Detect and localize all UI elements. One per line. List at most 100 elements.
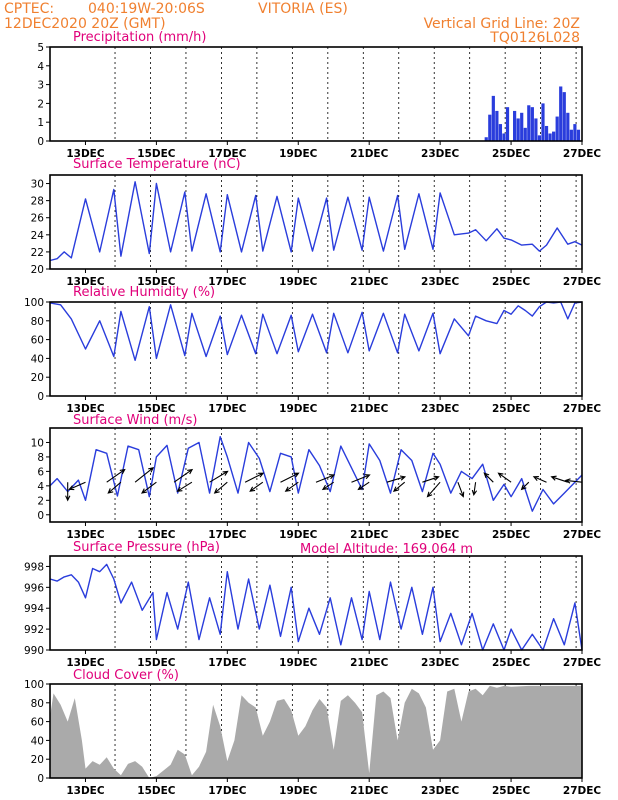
pressure-xtick-label: 21DEC (350, 657, 389, 669)
precipitation-bar (576, 129, 581, 141)
temperature-ytick-label: 28 (31, 196, 44, 208)
wind-vector-arrow (550, 475, 568, 483)
cloud-cover-ytick-label: 40 (31, 735, 44, 747)
precipitation-bar (541, 103, 545, 141)
model-altitude-label: Model Altitude: 169.064 m (300, 542, 473, 557)
humidity-ytick-label: 40 (31, 353, 44, 365)
wind-vector-arrow (497, 472, 512, 483)
wind-ytick-label: 6 (37, 466, 44, 478)
header-location-coords: 040:19W-20:06S (88, 1, 205, 17)
wind-xtick-label: 17DEC (208, 529, 247, 541)
header-location-name: VITORIA (ES) (258, 1, 348, 17)
temperature-ytick-label: 30 (31, 179, 44, 191)
pressure-ytick-label: 996 (24, 582, 44, 594)
precipitation-bar (530, 107, 534, 141)
wind-vector-arrow (107, 481, 122, 494)
temperature-line (49, 181, 583, 262)
wind-vector-arrow (209, 470, 229, 483)
pressure-xtick-label: 17DEC (208, 657, 247, 669)
temperature-xtick-label: 15DEC (137, 276, 176, 288)
cloud-cover-xtick-label: 21DEC (350, 785, 389, 797)
wind-vector-arrow (244, 472, 265, 483)
precipitation-bar (513, 110, 517, 141)
cloud-cover-area (50, 685, 582, 778)
wind-xtick-label: 21DEC (350, 529, 389, 541)
humidity-xtick-label: 21DEC (350, 403, 389, 415)
humidity-panel: Relative Humidity (%) 0 20 40 60 80 100 13DEC 15… (24, 285, 601, 415)
precipitation-ytick-label: 0 (37, 136, 44, 148)
pressure-title: Surface Pressure (hPa) (73, 540, 220, 555)
pressure-xtick-label: 19DEC (279, 657, 318, 669)
temperature-xtick-label: 17DEC (208, 276, 247, 288)
pressure-xtick-label: 27DEC (563, 657, 602, 669)
cloud-cover-title: Cloud Cover (%) (73, 668, 179, 683)
precipitation-bar (523, 127, 527, 141)
precipitation-ytick-label: 1 (37, 117, 44, 129)
header-init-time: 12DEC2020 20Z (GMT) (4, 16, 166, 32)
wind-title: Surface Wind (m/s) (73, 413, 197, 428)
wind-vector-arrow (386, 475, 407, 483)
wind-vector-arrow (106, 468, 126, 483)
cloud-cover-ytick-label: 60 (31, 717, 44, 729)
precipitation-bar (498, 124, 503, 141)
wind-vector-arrow (422, 475, 440, 483)
temperature-xtick-label: 27DEC (563, 276, 602, 288)
wind-xtick-label: 13DEC (66, 529, 105, 541)
wind-vector-arrow (357, 481, 370, 491)
humidity-line (49, 301, 583, 361)
wind-vector-arrow (471, 482, 478, 497)
wind-vector-arrow (173, 468, 194, 483)
precipitation-bar (527, 105, 531, 141)
wind-vector-arrow (321, 481, 335, 491)
precipitation-bar (555, 116, 559, 141)
precipitation-bar (488, 114, 492, 141)
wind-line (49, 436, 583, 512)
humidity-xtick-label: 13DEC (66, 403, 105, 415)
precipitation-ytick-label: 2 (37, 98, 44, 110)
precipitation-bar (552, 131, 556, 141)
pressure-xtick-label: 23DEC (421, 657, 460, 669)
humidity-xtick-label: 17DEC (208, 403, 247, 415)
precipitation-bar (520, 112, 524, 141)
precipitation-xtick-label: 17DEC (208, 148, 247, 160)
precipitation-bar (548, 133, 552, 141)
pressure-ytick-label: 994 (24, 603, 44, 615)
temperature-xtick-label: 13DEC (66, 276, 105, 288)
header-grid-note: Vertical Grid Line: 20Z (424, 16, 580, 32)
cloud-cover-panel: Cloud Cover (%) 0 20 40 60 80 100 13DEC 15DEC 17D… (24, 668, 601, 797)
precipitation-xtick-label: 19DEC (279, 148, 318, 160)
temperature-ytick-label: 24 (31, 230, 45, 242)
precipitation-bar (569, 129, 573, 141)
humidity-xtick-label: 25DEC (492, 403, 531, 415)
temperature-ytick-label: 22 (31, 247, 44, 259)
wind-vector-arrow (520, 481, 530, 491)
wind-xtick-label: 15DEC (137, 529, 176, 541)
precipitation-title: Precipitation (mm/h) (73, 30, 206, 45)
wind-vector-arrow (140, 481, 157, 494)
precipitation-xtick-label: 23DEC (421, 148, 460, 160)
pressure-frame (49, 555, 583, 651)
wind-vector-arrow (392, 481, 406, 493)
precipitation-bar (562, 92, 566, 141)
header-source: CPTEC: (4, 1, 54, 17)
temperature-xtick-label: 19DEC (279, 276, 318, 288)
wind-vector-arrow (426, 481, 441, 498)
wind-ytick-label: 2 (37, 495, 44, 507)
wind-panel: Surface Wind (m/s) 0 2 4 6 8 10 13DEC 15DEC 17DEC… (31, 413, 602, 541)
wind-vector-arrow (351, 474, 371, 483)
wind-vector-arrow (176, 481, 193, 492)
wind-ytick-label: 0 (37, 510, 44, 522)
cloud-cover-ytick-label: 0 (37, 773, 44, 785)
wind-ytick-label: 10 (31, 437, 44, 449)
humidity-title: Relative Humidity (%) (73, 285, 215, 300)
cloud-cover-xtick-label: 15DEC (137, 785, 176, 797)
wind-vector-arrow (315, 474, 336, 483)
wind-vector-arrow (284, 481, 299, 492)
wind-vector-arrow (213, 481, 228, 494)
pressure-ytick-label: 992 (24, 624, 44, 636)
precipitation-frame (49, 46, 583, 142)
precipitation-bar (502, 133, 506, 141)
humidity-frame (49, 301, 583, 397)
temperature-xtick-label: 25DEC (492, 276, 531, 288)
wind-xtick-label: 23DEC (421, 529, 460, 541)
